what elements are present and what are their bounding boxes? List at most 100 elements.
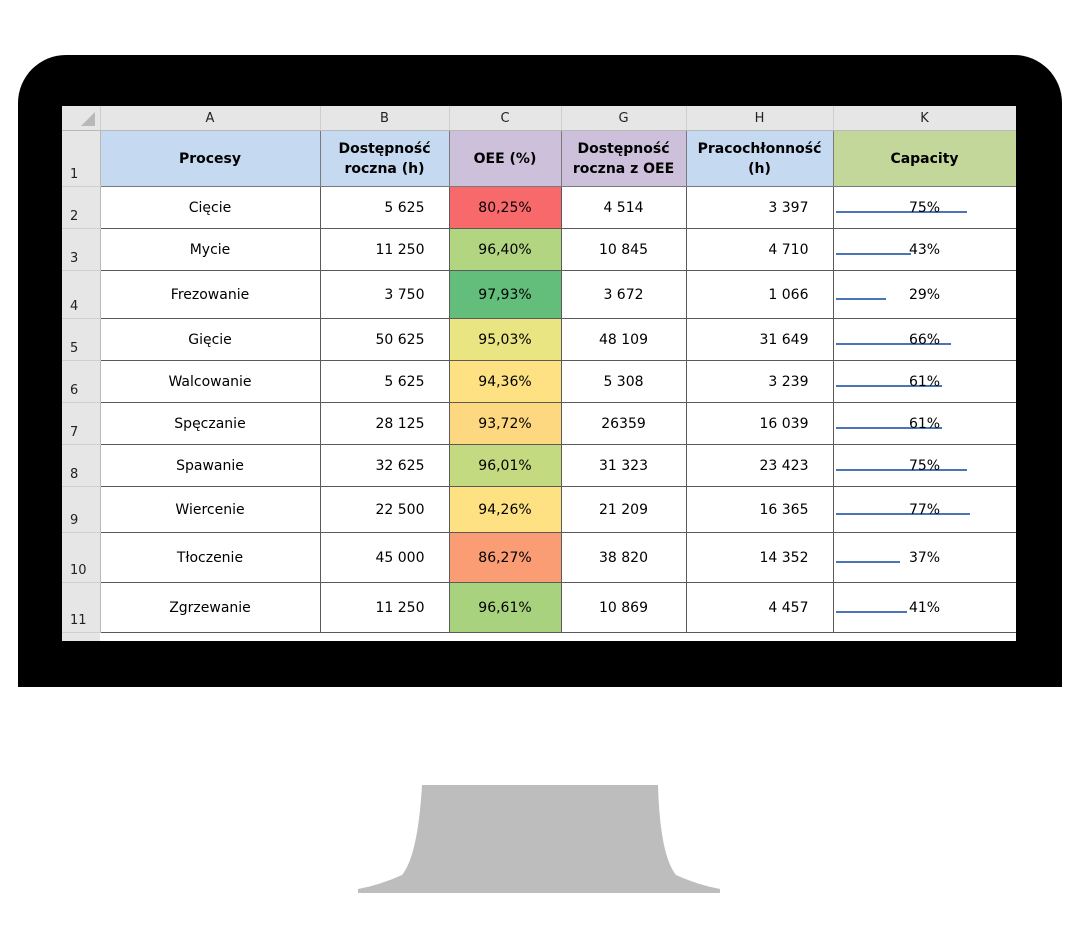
- header-procesy[interactable]: Procesy: [99, 130, 321, 187]
- cell-capacity[interactable]: 61%: [832, 360, 1016, 403]
- row-number[interactable]: 7: [62, 402, 101, 445]
- cell-oee[interactable]: 97,93%: [448, 270, 562, 319]
- cell-oee[interactable]: 95,03%: [448, 318, 562, 361]
- cell-pracochlonnosc[interactable]: 31 649: [685, 318, 834, 361]
- cell-dostepnosc[interactable]: 5 625: [319, 360, 450, 403]
- cell-dostepnosc[interactable]: 5 625: [319, 186, 450, 229]
- header-oee[interactable]: OEE (%): [448, 130, 562, 187]
- cell-dostepnosc[interactable]: 50 625: [319, 318, 450, 361]
- header-capacity[interactable]: Capacity: [832, 130, 1016, 187]
- row-number[interactable]: 10: [62, 532, 101, 583]
- row-number[interactable]: 1: [62, 130, 101, 187]
- row-number[interactable]: 9: [62, 486, 101, 533]
- cell-proces[interactable]: Spęczanie: [99, 402, 321, 445]
- row-number[interactable]: 5: [62, 318, 101, 361]
- cell-dostepnosc[interactable]: 28 125: [319, 402, 450, 445]
- row-number[interactable]: 2: [62, 186, 101, 229]
- cell-dostepnosc-oee[interactable]: 48 109: [560, 318, 687, 361]
- cell-oee[interactable]: 96,01%: [448, 444, 562, 487]
- cell-capacity[interactable]: 29%: [832, 270, 1016, 319]
- cell-pracochlonnosc[interactable]: 4 710: [685, 228, 834, 271]
- column-header-row: A B C G H K: [62, 106, 1016, 131]
- cell-dostepnosc-oee[interactable]: 26359: [560, 402, 687, 445]
- cell-dostepnosc-oee[interactable]: 10 869: [560, 582, 687, 633]
- cell-oee[interactable]: 96,40%: [448, 228, 562, 271]
- cell-dostepnosc-oee[interactable]: 10 845: [560, 228, 687, 271]
- cell-dostepnosc-oee[interactable]: 5 308: [560, 360, 687, 403]
- capacity-databar: [835, 342, 951, 345]
- cell-oee[interactable]: 94,36%: [448, 360, 562, 403]
- cell-capacity[interactable]: 75%: [832, 444, 1016, 487]
- cell-capacity[interactable]: 77%: [832, 486, 1016, 533]
- cell-oee[interactable]: 94,26%: [448, 486, 562, 533]
- cell-capacity[interactable]: 66%: [832, 318, 1016, 361]
- cell-dostepnosc[interactable]: 11 250: [319, 228, 450, 271]
- cell-capacity[interactable]: 37%: [832, 532, 1016, 583]
- empty-cell[interactable]: [320, 632, 449, 641]
- cell-dostepnosc-oee[interactable]: 31 323: [560, 444, 687, 487]
- empty-cell[interactable]: [561, 632, 686, 641]
- cell-pracochlonnosc[interactable]: 23 423: [685, 444, 834, 487]
- cell-dostepnosc-oee[interactable]: 3 672: [560, 270, 687, 319]
- cell-proces[interactable]: Walcowanie: [99, 360, 321, 403]
- cell-pracochlonnosc[interactable]: 3 397: [685, 186, 834, 229]
- empty-cell[interactable]: [686, 632, 833, 641]
- cell-proces[interactable]: Tłoczenie: [99, 532, 321, 583]
- capacity-databar: [835, 560, 901, 563]
- cell-proces[interactable]: Mycie: [99, 228, 321, 271]
- row-number[interactable]: 6: [62, 360, 101, 403]
- empty-cell[interactable]: [100, 632, 320, 641]
- cell-dostepnosc-oee[interactable]: 21 209: [560, 486, 687, 533]
- cell-pracochlonnosc[interactable]: 3 239: [685, 360, 834, 403]
- column-header-k[interactable]: K: [833, 106, 1016, 131]
- cell-pracochlonnosc[interactable]: 14 352: [685, 532, 834, 583]
- table-row: 3 Mycie 11 250 96,40% 10 845 4 710 43%: [62, 228, 1016, 271]
- select-all-corner[interactable]: [62, 106, 101, 131]
- cell-dostepnosc[interactable]: 45 000: [319, 532, 450, 583]
- cell-oee[interactable]: 93,72%: [448, 402, 562, 445]
- cell-oee[interactable]: 80,25%: [448, 186, 562, 229]
- cell-oee[interactable]: 96,61%: [448, 582, 562, 633]
- cell-dostepnosc[interactable]: 22 500: [319, 486, 450, 533]
- cell-dostepnosc[interactable]: 3 750: [319, 270, 450, 319]
- header-dostepnosc[interactable]: Dostępność roczna (h): [319, 130, 450, 187]
- cell-proces[interactable]: Spawanie: [99, 444, 321, 487]
- cell-proces[interactable]: Wiercenie: [99, 486, 321, 533]
- row-number[interactable]: 4: [62, 270, 101, 319]
- row-number[interactable]: 3: [62, 228, 101, 271]
- cell-dostepnosc[interactable]: 32 625: [319, 444, 450, 487]
- cell-dostepnosc[interactable]: 11 250: [319, 582, 450, 633]
- empty-cell[interactable]: [833, 632, 1016, 641]
- cell-oee[interactable]: 86,27%: [448, 532, 562, 583]
- cell-capacity[interactable]: 61%: [832, 402, 1016, 445]
- table-row: 11 Zgrzewanie 11 250 96,61% 10 869 4 457 41%: [62, 582, 1016, 633]
- cell-dostepnosc-oee[interactable]: 4 514: [560, 186, 687, 229]
- cell-pracochlonnosc[interactable]: 16 365: [685, 486, 834, 533]
- cell-proces[interactable]: Zgrzewanie: [99, 582, 321, 633]
- cell-proces[interactable]: Cięcie: [99, 186, 321, 229]
- cell-capacity[interactable]: 75%: [832, 186, 1016, 229]
- header-dostepnosc-oee[interactable]: Dostępność roczna z OEE: [560, 130, 687, 187]
- empty-cell[interactable]: [62, 632, 100, 641]
- capacity-databar: [835, 210, 967, 213]
- cell-pracochlonnosc[interactable]: 4 457: [685, 582, 834, 633]
- column-header-h[interactable]: H: [686, 106, 834, 131]
- column-header-a[interactable]: A: [100, 106, 321, 131]
- empty-cell[interactable]: [449, 632, 561, 641]
- cell-pracochlonnosc[interactable]: 16 039: [685, 402, 834, 445]
- row-number[interactable]: 11: [62, 582, 101, 633]
- column-header-b[interactable]: B: [320, 106, 450, 131]
- table-row: 10 Tłoczenie 45 000 86,27% 38 820 14 352 37%: [62, 532, 1016, 583]
- row-number[interactable]: 8: [62, 444, 101, 487]
- header-pracochlonnosc[interactable]: Pracochłonność (h): [685, 130, 834, 187]
- table-row: 9 Wiercenie 22 500 94,26% 21 209 16 365 77%: [62, 486, 1016, 533]
- capacity-databar: [835, 610, 908, 613]
- cell-proces[interactable]: Frezowanie: [99, 270, 321, 319]
- column-header-c[interactable]: C: [449, 106, 562, 131]
- cell-capacity[interactable]: 43%: [832, 228, 1016, 271]
- cell-capacity[interactable]: 41%: [832, 582, 1016, 633]
- column-header-g[interactable]: G: [561, 106, 687, 131]
- cell-pracochlonnosc[interactable]: 1 066: [685, 270, 834, 319]
- cell-proces[interactable]: Gięcie: [99, 318, 321, 361]
- cell-dostepnosc-oee[interactable]: 38 820: [560, 532, 687, 583]
